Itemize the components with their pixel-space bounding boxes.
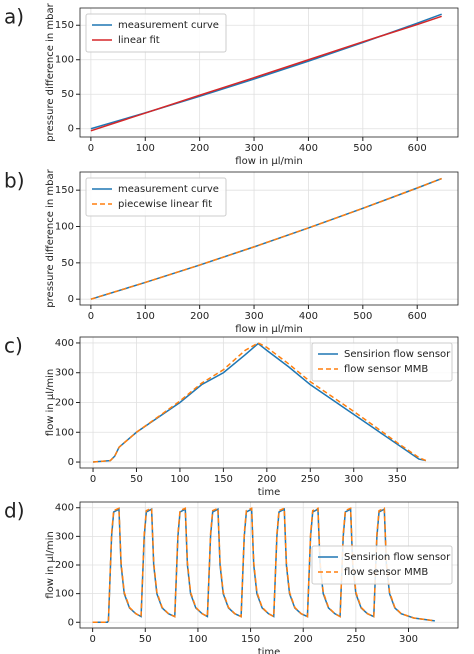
legend-label: Sensirion flow sensor (344, 349, 451, 360)
legend-label: measurement curve (118, 184, 219, 195)
x-tick-label: 500 (353, 311, 372, 322)
panel-label: b) (4, 169, 25, 193)
x-tick-label: 250 (346, 634, 365, 645)
plot-area (90, 177, 442, 300)
legend-label: linear fit (118, 35, 160, 46)
plot-area (90, 13, 442, 132)
x-tick-label: 300 (244, 143, 263, 154)
x-tick-label: 500 (353, 143, 372, 154)
y-tick-label: 50 (61, 89, 74, 100)
x-tick-label: 200 (257, 474, 276, 485)
y-tick-label: 200 (55, 560, 74, 571)
y-tick-label: 100 (55, 222, 74, 233)
x-tick-label: 100 (188, 634, 207, 645)
axes-frame (79, 336, 459, 469)
y-axis-label: pressure difference in mbar (45, 168, 56, 307)
x-tick-label: 100 (136, 311, 155, 322)
axes-frame (79, 171, 459, 306)
legend-box (85, 13, 227, 53)
x-axis-label: time (258, 487, 281, 498)
y-tick-label: 200 (55, 398, 74, 409)
y-tick-label: 150 (55, 185, 74, 196)
x-tick-label: 150 (214, 474, 233, 485)
x-tick-label: 150 (241, 634, 260, 645)
legend-label: flow sensor MMB (344, 567, 428, 578)
x-tick-label: 600 (408, 311, 427, 322)
y-axis-label: flow in µl/min (45, 531, 56, 598)
x-tick-label: 100 (170, 474, 189, 485)
x-tick-label: 300 (244, 311, 263, 322)
y-tick-label: 100 (55, 427, 74, 438)
plot-area (92, 342, 427, 463)
y-tick-label: 300 (55, 368, 74, 379)
y-tick-label: 400 (55, 338, 74, 349)
y-tick-label: 0 (68, 294, 74, 305)
x-tick-label: 50 (139, 634, 152, 645)
x-tick-label: 200 (294, 634, 313, 645)
x-tick-label: 300 (399, 634, 418, 645)
y-tick-label: 400 (55, 503, 74, 514)
x-tick-label: 200 (190, 143, 209, 154)
x-axis-label: time (258, 647, 281, 654)
axes-frame (79, 501, 459, 629)
x-tick-label: 0 (88, 311, 94, 322)
y-tick-label: 150 (55, 20, 74, 31)
x-tick-label: 350 (388, 474, 407, 485)
legend-label: piecewise linear fit (118, 199, 212, 210)
y-tick-label: 0 (68, 617, 74, 628)
x-tick-label: 300 (344, 474, 363, 485)
y-tick-label: 300 (55, 531, 74, 542)
y-tick-label: 100 (55, 589, 74, 600)
y-axis-label: flow in µl/min (45, 369, 56, 436)
x-tick-label: 100 (136, 143, 155, 154)
x-tick-label: 0 (88, 143, 94, 154)
y-tick-label: 100 (55, 55, 74, 66)
x-tick-label: 0 (89, 634, 95, 645)
legend-box (85, 177, 227, 217)
x-tick-label: 50 (130, 474, 143, 485)
legend-box (311, 545, 453, 585)
x-tick-label: 250 (301, 474, 320, 485)
x-tick-label: 200 (190, 311, 209, 322)
legend-label: flow sensor MMB (344, 364, 428, 375)
data-line (92, 342, 427, 463)
legend-label: Sensirion flow sensor (344, 552, 451, 563)
axes-frame (79, 7, 459, 138)
y-tick-label: 50 (61, 258, 74, 269)
x-tick-label: 400 (299, 311, 318, 322)
y-tick-label: 0 (68, 124, 74, 135)
data-line (92, 342, 427, 463)
panel-label: d) (4, 499, 25, 523)
x-tick-label: 0 (90, 474, 96, 485)
legend-label: measurement curve (118, 20, 219, 31)
x-axis-label: flow in µl/min (235, 156, 302, 167)
y-tick-label: 0 (68, 457, 74, 468)
data-line (90, 177, 442, 300)
panel-label: a) (4, 5, 24, 29)
legend-box (311, 342, 453, 382)
x-axis-label: flow in µl/min (235, 324, 302, 335)
panel-label: c) (4, 334, 23, 358)
data-line (90, 15, 442, 132)
y-axis-label: pressure difference in mbar (45, 2, 56, 141)
x-tick-label: 400 (299, 143, 318, 154)
x-tick-label: 600 (408, 143, 427, 154)
